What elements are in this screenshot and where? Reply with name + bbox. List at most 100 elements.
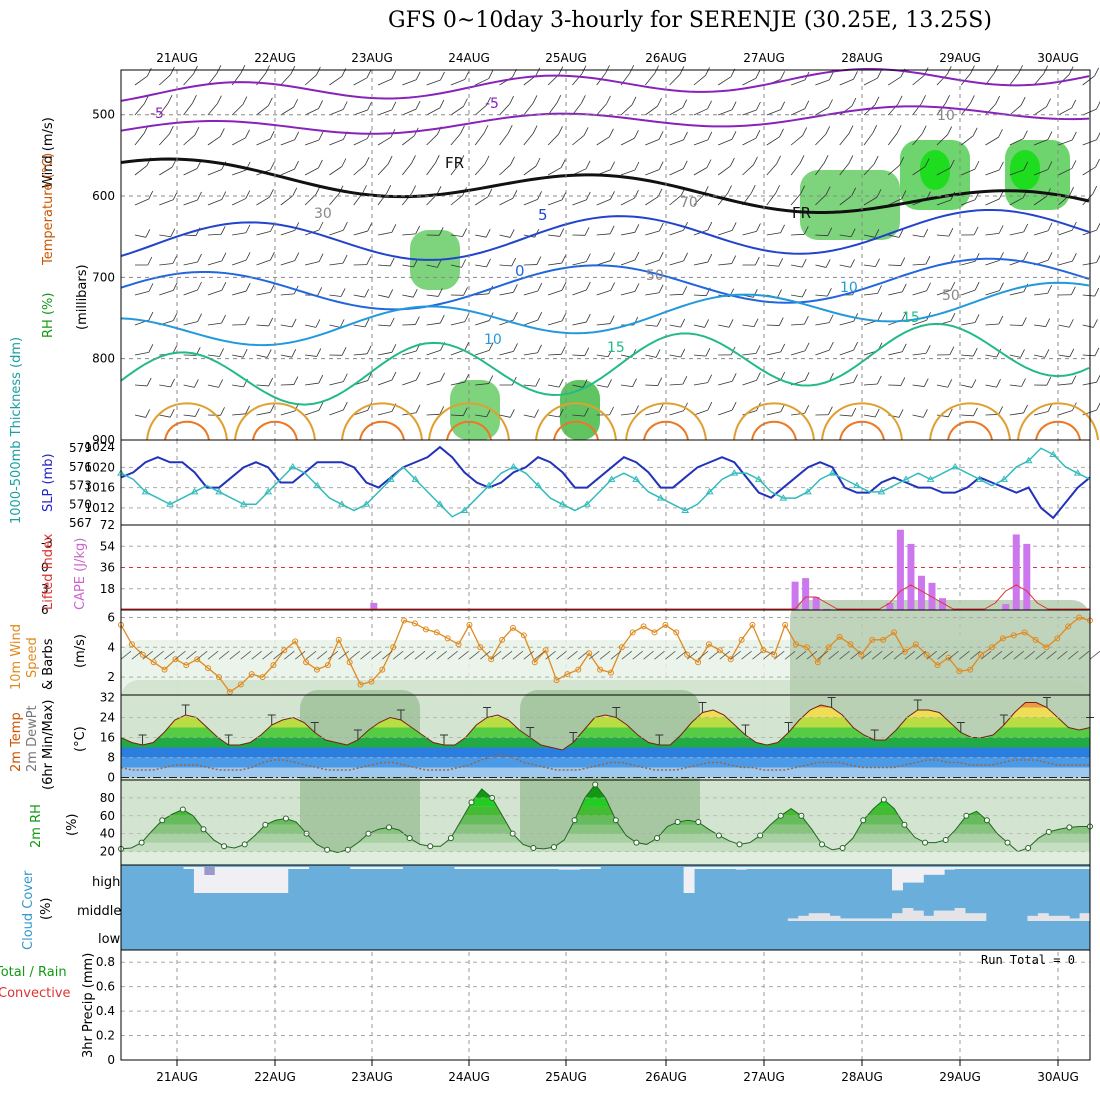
wind-barb-flag	[168, 125, 174, 135]
wind-barb-flag	[924, 158, 930, 167]
thickness-point	[656, 494, 665, 501]
cape-bar	[917, 575, 925, 610]
wind-barb-10m	[948, 650, 959, 660]
wind-barb-10m	[207, 650, 219, 660]
cloud-high-bar	[819, 867, 831, 869]
wind-barb	[1082, 166, 1096, 176]
wind-barb	[329, 324, 341, 328]
rh-contour-fill	[560, 380, 600, 440]
wind-barb	[863, 163, 875, 176]
wind-barb	[499, 351, 514, 356]
date-label-top: 26AUG	[645, 51, 687, 65]
slp-thickness-label: 1000-500mb Thickness (dm)	[9, 337, 24, 524]
wind-barb	[305, 261, 320, 266]
wind-barb	[620, 259, 636, 266]
wind-barb-flag	[535, 157, 541, 167]
wind-barb	[791, 264, 803, 268]
wind-barb	[134, 133, 145, 146]
rh-contour-fill	[450, 380, 500, 440]
wind-barb-flag	[896, 125, 902, 134]
rh-color-band	[121, 842, 1090, 852]
rh-contour-fill	[800, 170, 900, 240]
cloud-middle-bar	[892, 913, 903, 921]
cloud-high-bar	[496, 867, 508, 869]
wind-barb-10m	[469, 650, 480, 660]
wind-barb	[183, 234, 197, 237]
wind-barb	[960, 135, 974, 146]
wind-barb-10m	[196, 650, 208, 660]
wind-speed-point	[836, 633, 843, 640]
wind-barb	[863, 132, 874, 146]
wind-barb	[693, 294, 707, 297]
wind-barb-flag	[411, 185, 416, 194]
wind-barb	[742, 379, 757, 386]
wind-barb-flag	[484, 155, 490, 165]
wind-barb	[499, 414, 511, 418]
wind-barb-10m	[806, 650, 818, 660]
lifted-index-label: Lifted Index	[41, 533, 56, 610]
thickness-point	[632, 475, 641, 482]
wind-barb	[183, 384, 195, 388]
wind-barb	[961, 322, 976, 326]
wind-barb-10m	[436, 650, 447, 660]
wind-barb-flag	[317, 287, 323, 296]
wind-barb	[1033, 139, 1049, 146]
wind-barb-flag	[828, 341, 834, 351]
wind-speed-point	[346, 659, 353, 666]
wind-barb	[912, 290, 927, 296]
wind-barb-flag	[268, 317, 274, 327]
wind-barb-flag	[973, 226, 979, 236]
wind-barb	[572, 384, 584, 388]
wind-barb	[304, 409, 320, 416]
wind-barb-flag	[682, 99, 688, 108]
wind-barb	[256, 138, 271, 146]
wind-speed-point	[194, 656, 201, 663]
wind-barb-10m	[599, 650, 611, 660]
wind-speed-point	[586, 650, 593, 657]
wind-speed-point	[695, 659, 702, 666]
wind-barb-flag	[240, 64, 246, 74]
wind-barb-flag	[510, 156, 515, 166]
wind-barb	[936, 384, 948, 388]
wind-speed-point	[128, 641, 135, 648]
wind-barb-flag	[1047, 252, 1053, 261]
wind-barb-flag	[1096, 254, 1100, 263]
wind-barb	[183, 414, 196, 417]
thickness-point	[779, 494, 788, 501]
cape-bar	[802, 578, 810, 610]
wind-barb-flag	[923, 228, 929, 238]
wind-barb	[790, 163, 801, 176]
wind-barb	[1033, 196, 1047, 206]
wind-barb	[645, 196, 659, 206]
wind-barb	[329, 76, 343, 86]
wind-barb	[790, 193, 802, 206]
wind-barb	[1009, 231, 1024, 236]
thickness-point	[460, 506, 469, 514]
wind-barb-flag	[293, 98, 299, 108]
wind-barb	[280, 293, 295, 296]
wind-barb	[815, 294, 828, 297]
slp-tick-label: 1012	[84, 501, 115, 515]
wind-speed-point	[172, 656, 179, 663]
wind-barb	[159, 166, 173, 176]
wind-barb	[645, 138, 660, 146]
wind-barb	[912, 414, 924, 418]
contour-label: 5	[538, 206, 548, 224]
wind-barb	[645, 105, 658, 116]
isotherm-20-lobe	[428, 402, 510, 441]
wind-barb	[572, 414, 585, 417]
wind-barb-flag	[877, 375, 882, 385]
thickness-point	[362, 500, 371, 507]
wind-barb-flag	[148, 311, 154, 321]
isotherm-25-lobe	[553, 420, 599, 441]
wind-barb	[815, 79, 830, 86]
wind-barb-10m	[763, 650, 774, 660]
wind-barb-flag	[877, 285, 882, 294]
wind-barb	[815, 264, 827, 268]
wind-barb	[620, 291, 636, 296]
thickness-point	[681, 506, 690, 514]
contour-label: -5	[485, 96, 499, 112]
cloud-high-bar	[246, 867, 257, 893]
wind-barb-flag	[221, 252, 227, 262]
wind-barb-flag	[318, 131, 324, 141]
